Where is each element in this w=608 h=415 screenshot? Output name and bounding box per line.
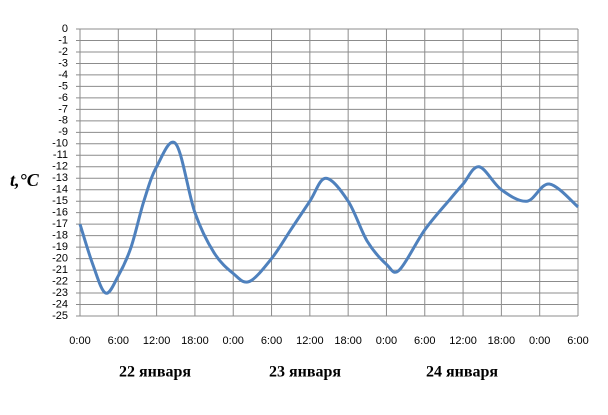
x-tick-label: 6:00 — [414, 335, 435, 347]
x-tick-label: 12:00 — [296, 335, 324, 347]
date-label: 23 января — [269, 364, 341, 381]
y-tick-label: -24 — [52, 298, 68, 310]
y-tick-label: -10 — [52, 138, 68, 150]
y-tick-label: -20 — [52, 253, 68, 265]
x-tick-label: 6:00 — [108, 335, 129, 347]
x-tick-label: 18:00 — [181, 335, 209, 347]
y-tick-label: -21 — [52, 264, 68, 276]
y-tick-label: -19 — [52, 241, 68, 253]
y-tick-label: -3 — [58, 57, 68, 69]
x-tick-label: 18:00 — [334, 335, 362, 347]
y-tick-label: -6 — [58, 92, 68, 104]
x-tick-label: 0:00 — [69, 335, 90, 347]
x-tick-label: 18:00 — [488, 335, 516, 347]
y-tick-label: -9 — [58, 126, 68, 138]
date-label: 24 января — [426, 364, 498, 381]
x-tick-label: 12:00 — [449, 335, 477, 347]
y-tick-label: -12 — [52, 161, 68, 173]
y-tick-label: -2 — [58, 46, 68, 58]
y-tick-label: 0 — [62, 23, 68, 35]
x-tick-label: 6:00 — [261, 335, 282, 347]
y-tick-label: -22 — [52, 275, 68, 287]
x-tick-label: 0:00 — [529, 335, 550, 347]
x-tick-label: 12:00 — [143, 335, 171, 347]
y-tick-label: -25 — [52, 310, 68, 322]
y-tick-label: -5 — [58, 80, 68, 92]
y-tick-label: -16 — [52, 207, 68, 219]
date-label: 22 января — [119, 364, 191, 381]
y-tick-label: -7 — [58, 103, 68, 115]
y-tick-label: -13 — [52, 172, 68, 184]
y-tick-label: -1 — [58, 34, 68, 46]
y-tick-label: -8 — [58, 115, 68, 127]
y-tick-label: -18 — [52, 230, 68, 242]
line — [78, 140, 579, 295]
y-tick-label: -11 — [53, 149, 68, 161]
y-tick-label: -15 — [52, 195, 68, 207]
x-tick-label: 0:00 — [376, 335, 397, 347]
y-tick-label: -17 — [52, 218, 68, 230]
y-tick-label: -4 — [58, 69, 68, 81]
x-tick-label: 0:00 — [223, 335, 244, 347]
x-tick-label: 6:00 — [567, 335, 588, 347]
y-tick-label: -14 — [52, 184, 68, 196]
y-tick-label: -23 — [52, 287, 68, 299]
y-axis-label: t,°C — [10, 170, 40, 190]
